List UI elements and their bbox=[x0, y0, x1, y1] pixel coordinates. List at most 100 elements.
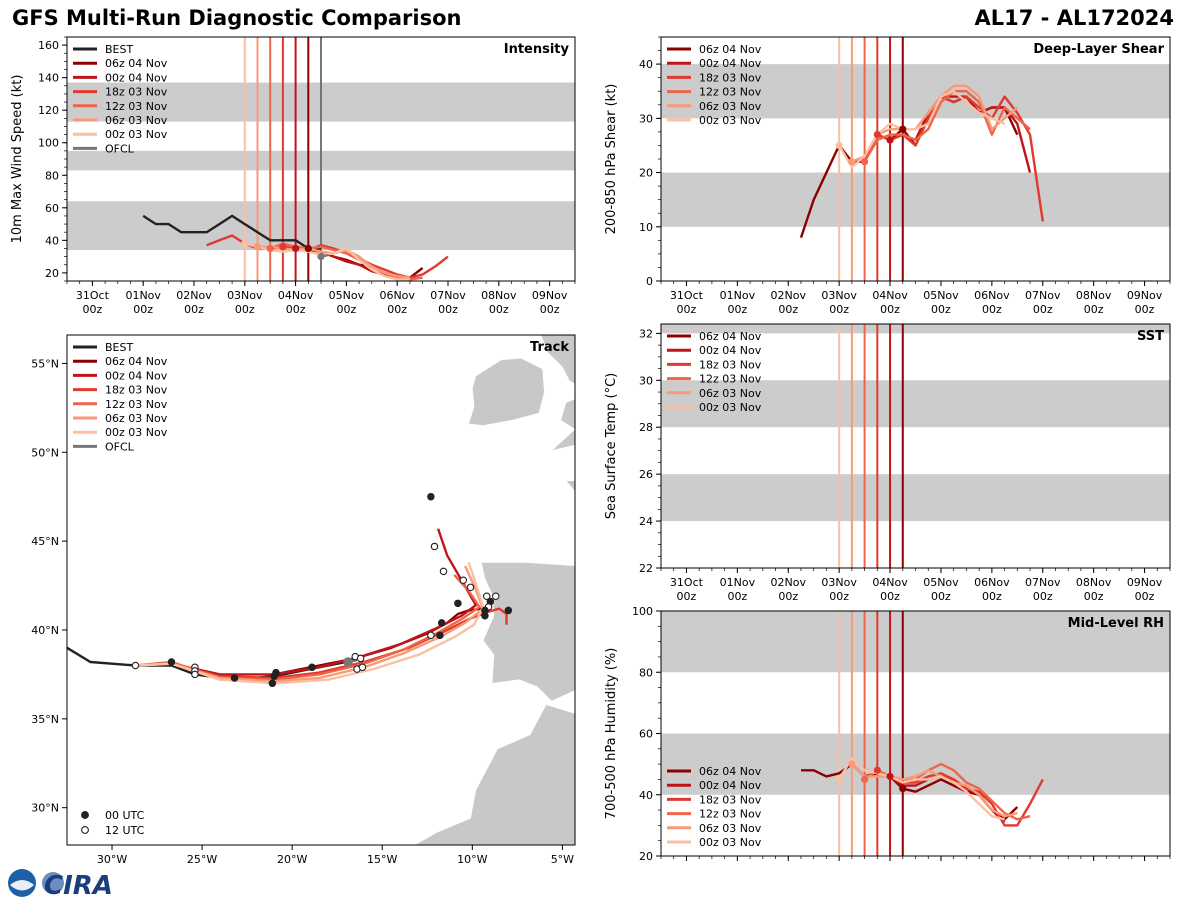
x-tick-date: 05Nov bbox=[923, 576, 959, 589]
legend-label: 00z 04 Nov bbox=[699, 344, 762, 357]
legend-label: 12z 03 Nov bbox=[699, 373, 762, 386]
init-marker bbox=[279, 243, 287, 251]
legend-label: 06z 04 Nov bbox=[699, 43, 762, 56]
legend-label: 06z 04 Nov bbox=[105, 355, 168, 368]
x-tick-hour: 00z bbox=[1084, 303, 1104, 316]
x-tick-hour: 00z bbox=[880, 590, 900, 603]
x-tick-date: 06Nov bbox=[974, 289, 1010, 302]
y-axis-label: 700-500 hPa Humidity (%) bbox=[604, 648, 619, 820]
x-tick-hour: 00z bbox=[982, 590, 1002, 603]
series-line-12z-03-nov bbox=[135, 574, 481, 681]
cira-wordmark: CIRA bbox=[44, 871, 113, 900]
y-axis-label: Sea Surface Temp (°C) bbox=[604, 373, 619, 520]
marker-00utc bbox=[481, 612, 489, 620]
init-marker bbox=[848, 760, 856, 768]
marker-12utc bbox=[491, 592, 500, 600]
y-tick-label: 40 bbox=[639, 58, 653, 71]
x-tick-date: 31Oct bbox=[670, 864, 704, 866]
init-marker bbox=[886, 772, 894, 780]
marker-12utc bbox=[191, 670, 199, 679]
x-tick-hour: 00z bbox=[982, 303, 1002, 316]
globe-icon bbox=[42, 872, 64, 894]
y-tick-label: 100 bbox=[38, 137, 59, 150]
x-tick-date: 08Nov bbox=[1076, 289, 1112, 302]
y-tick-label: 0 bbox=[646, 275, 653, 288]
series-line-00z-03-nov bbox=[135, 562, 485, 685]
threshold-band bbox=[661, 474, 1170, 522]
x-tick-hour: 00z bbox=[1084, 590, 1104, 603]
y-tick-label: 20 bbox=[639, 850, 653, 863]
marker-12utc bbox=[427, 631, 435, 640]
x-tick-date: 07Nov bbox=[430, 289, 466, 302]
legend-label: 00z 03 Nov bbox=[105, 426, 168, 439]
x-tick-date: 01Nov bbox=[720, 864, 756, 866]
init-marker bbox=[848, 158, 856, 166]
x-tick-date: 01Nov bbox=[125, 289, 161, 302]
x-tick-date: 03Nov bbox=[821, 864, 857, 866]
noaa-bird-icon bbox=[10, 880, 34, 891]
legend-label: 00z 04 Nov bbox=[105, 369, 168, 382]
legend-label: 18z 03 Nov bbox=[105, 384, 168, 397]
x-tick-hour: 00z bbox=[829, 303, 849, 316]
legend-label: 00z 04 Nov bbox=[105, 71, 168, 84]
marker-12utc bbox=[439, 567, 448, 576]
threshold-band bbox=[661, 172, 1170, 227]
x-tick-date: 31Oct bbox=[670, 576, 704, 589]
init-marker bbox=[241, 239, 249, 248]
marker-00utc bbox=[268, 679, 277, 688]
plot-frame bbox=[66, 334, 576, 846]
marker-12utc bbox=[482, 592, 491, 600]
africa-land bbox=[414, 704, 575, 845]
panel-title: Intensity bbox=[504, 42, 570, 57]
y-tick-label: 60 bbox=[45, 202, 59, 215]
marker-00utc bbox=[230, 674, 239, 682]
land-masses bbox=[414, 335, 575, 845]
page-title: GFS Multi-Run Diagnostic Comparison bbox=[12, 6, 462, 30]
x-tick-date: 04Nov bbox=[872, 289, 908, 302]
init-marker bbox=[835, 775, 843, 784]
panel-title: Track bbox=[530, 340, 569, 355]
series-line-06z-03-nov bbox=[135, 565, 485, 683]
panel-intensity: 2040608010012014016031Oct00z01Nov00z02No… bbox=[10, 36, 576, 316]
legend-label: 06z 04 Nov bbox=[105, 57, 168, 70]
x-tick-date: 02Nov bbox=[771, 864, 807, 866]
marker-12utc bbox=[131, 661, 140, 670]
x-tick-date: 05Nov bbox=[923, 864, 959, 866]
x-tick-date: 02Nov bbox=[771, 576, 807, 589]
panel-title: Deep-Layer Shear bbox=[1033, 42, 1164, 57]
init-marker bbox=[835, 141, 843, 150]
legend-marker-12utc bbox=[81, 826, 89, 834]
y-tick-label: 30°N bbox=[31, 802, 59, 815]
x-tick-date: 05Nov bbox=[329, 289, 365, 302]
y-tick-label: 40 bbox=[45, 234, 59, 247]
x-tick-date: 06Nov bbox=[974, 576, 1010, 589]
marker-00utc bbox=[504, 606, 513, 615]
x-tick-date: 09Nov bbox=[1127, 289, 1163, 302]
init-marker bbox=[899, 785, 907, 793]
y-tick-label: 32 bbox=[639, 327, 653, 340]
x-tick-label: 5°W bbox=[551, 853, 574, 866]
x-tick-date: 02Nov bbox=[176, 289, 212, 302]
x-tick-date: 31Oct bbox=[670, 289, 704, 302]
y-tick-label: 35°N bbox=[31, 713, 59, 726]
legend-label: 00z 04 Nov bbox=[699, 779, 762, 792]
x-tick-date: 07Nov bbox=[1025, 289, 1061, 302]
x-tick-date: 02Nov bbox=[771, 289, 807, 302]
x-tick-hour: 00z bbox=[133, 303, 153, 316]
x-tick-date: 04Nov bbox=[872, 864, 908, 866]
x-tick-label: 20°W bbox=[277, 853, 307, 866]
cira-logo: CIRA bbox=[4, 866, 114, 904]
legend-label: 06z 03 Nov bbox=[105, 114, 168, 127]
y-tick-label: 10 bbox=[639, 221, 653, 234]
x-tick-hour: 00z bbox=[727, 303, 747, 316]
x-tick-hour: 00z bbox=[1135, 303, 1155, 316]
x-tick-hour: 00z bbox=[1033, 590, 1053, 603]
init-marker bbox=[899, 125, 907, 133]
cira-logo-art: CIRA bbox=[8, 869, 113, 901]
threshold-band bbox=[661, 611, 1170, 673]
legend-label: 18z 03 Nov bbox=[699, 793, 762, 806]
y-tick-label: 40°N bbox=[31, 624, 59, 637]
marker-12utc bbox=[358, 663, 367, 672]
france-land bbox=[565, 480, 575, 574]
x-tick-date: 03Nov bbox=[821, 576, 857, 589]
